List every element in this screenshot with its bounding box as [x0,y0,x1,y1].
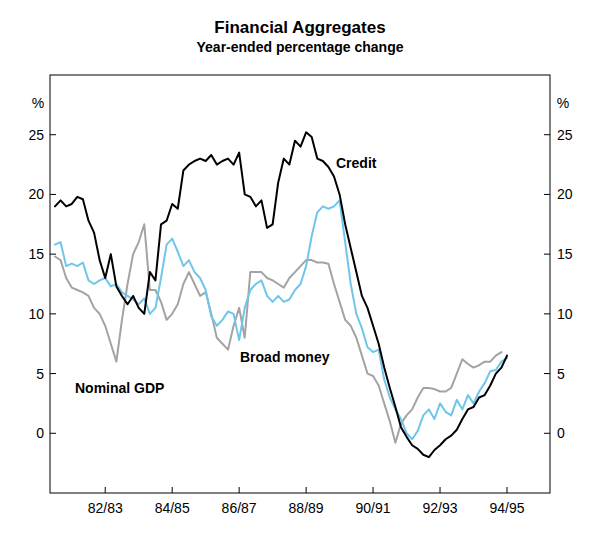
series-line [55,200,507,439]
y-tick-right [544,194,550,195]
y-tick-label: 15 [28,246,44,262]
x-tick-label: 94/95 [489,500,524,516]
chart: Financial Aggregates Year-ended percentag… [0,0,600,537]
y-tick-label: 0 [36,425,44,441]
y-tick-label-right: 10 [557,306,573,322]
y-tick-label-right: 25 [557,127,573,143]
plot-area [50,132,550,457]
y-tick-label-right: 20 [557,186,573,202]
x-tick-label: 92/93 [423,500,458,516]
y-tick-right [544,313,550,314]
series-line [55,224,501,443]
y-tick-label-right: 5 [557,366,565,382]
plot-frame [50,75,550,493]
y-tick-right [544,134,550,135]
title: Financial Aggregates [214,18,385,37]
y-tick-label-right: 0 [557,425,565,441]
x-tick [440,487,441,493]
series-label: Credit [336,155,377,171]
y-tick-label: 25 [28,127,44,143]
y-tick-label: 5 [36,366,44,382]
zero-ref [50,433,550,434]
y-tick-right [544,373,550,374]
series-label: Nominal GDP [75,380,164,396]
x-tick [507,487,508,493]
x-tick [306,487,307,493]
x-tick [172,487,173,493]
x-tick-label: 86/87 [222,500,257,516]
y-axis-label: % [32,95,44,111]
y-axis-label-right: % [557,95,569,111]
background [0,0,600,537]
series-line [55,132,507,457]
subtitle: Year-ended percentage change [197,39,404,55]
x-tick-label: 88/89 [289,500,324,516]
y-tick [50,254,56,255]
x-tick-label: 82/83 [88,500,123,516]
series-label: Broad money [240,349,330,365]
y-tick [50,373,56,374]
x-tick [373,487,374,493]
x-tick [239,487,240,493]
x-tick-label: 84/85 [155,500,190,516]
x-tick-label: 90/91 [356,500,391,516]
x-tick [105,487,106,493]
y-tick-label: 20 [28,186,44,202]
y-tick [50,194,56,195]
y-tick-right [544,254,550,255]
y-tick [50,134,56,135]
y-tick [50,313,56,314]
y-tick-label: 10 [28,306,44,322]
y-tick-label-right: 15 [557,246,573,262]
